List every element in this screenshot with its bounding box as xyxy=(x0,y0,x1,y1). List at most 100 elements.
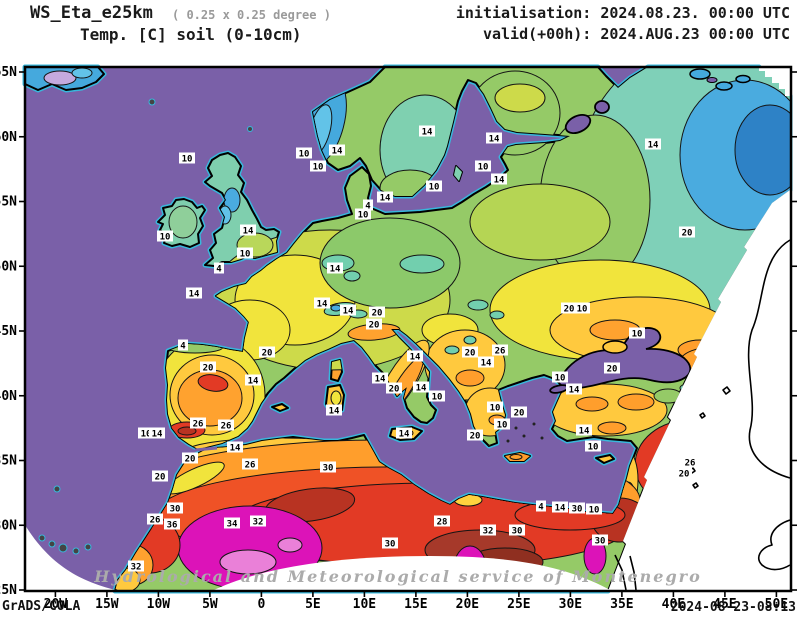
gibraltar-strait xyxy=(194,446,218,452)
contour-label-box xyxy=(426,180,442,192)
contour-label-box xyxy=(218,419,234,431)
contour-label: 28 xyxy=(437,518,448,528)
contour-label-box xyxy=(561,302,577,314)
contour-label-box xyxy=(320,461,336,473)
contour-label-box xyxy=(128,560,144,572)
contour-label-box xyxy=(179,152,195,164)
contour-label-box xyxy=(366,318,382,330)
contour-label-box xyxy=(164,518,180,530)
x-tick-label: 20W xyxy=(44,597,68,612)
contour-label: 32 xyxy=(131,563,142,573)
contour-label: 14 xyxy=(481,359,492,369)
contour-label-box xyxy=(552,501,568,513)
contour-label-box xyxy=(467,429,483,441)
contour-label: 20 xyxy=(185,455,196,465)
madeira xyxy=(53,485,61,493)
inner-seas-layer xyxy=(194,100,692,452)
contour-label: 20 xyxy=(203,364,214,374)
contour-label: 10 xyxy=(432,393,443,403)
contour-label: 10 xyxy=(299,150,310,160)
contour-label: 20 xyxy=(465,349,476,359)
contour-label-box xyxy=(372,372,388,384)
resolution-note: ( 0.25 x 0.25 degree ) xyxy=(172,8,331,22)
y-tick-label: 55N xyxy=(0,195,17,210)
x-tick-label: 30E xyxy=(559,597,582,612)
y-tick-label: 45N xyxy=(0,324,17,339)
contour-label: 4 xyxy=(216,265,222,275)
contour-label-box xyxy=(604,362,620,374)
contour-label-box xyxy=(250,515,266,527)
contour-label: 4 xyxy=(180,342,186,352)
domain-edge-top-right xyxy=(759,67,790,96)
contour-label: 4 xyxy=(538,503,544,513)
contour-label: 10 xyxy=(141,430,152,440)
y-tick-label: 35N xyxy=(0,454,17,469)
contour-label: 10 xyxy=(577,305,588,315)
x-tick-label: 25E xyxy=(507,597,530,612)
plot-frame xyxy=(23,65,793,593)
contour-label: 14 xyxy=(422,128,433,138)
contour-label-box xyxy=(259,346,275,358)
contour-label-box xyxy=(645,138,661,150)
contour-label: 14 xyxy=(343,307,354,317)
y-tick-label: 65N xyxy=(0,65,17,80)
contour-label-box xyxy=(574,302,590,314)
contour-label-box xyxy=(407,350,423,362)
faroe-islands xyxy=(148,98,156,106)
contour-label: 32 xyxy=(483,527,494,537)
contour-label: 26 xyxy=(193,420,204,430)
contour-label-box xyxy=(182,452,198,464)
contour-label: 14 xyxy=(569,386,580,396)
contour-label-box xyxy=(296,147,312,159)
x-tick-label: 50E xyxy=(765,597,788,612)
contour-label: 20 xyxy=(262,349,273,359)
contour-label: 14 xyxy=(579,427,590,437)
model-title: WS_Eta_e25km xyxy=(30,3,153,23)
contour-label: 26 xyxy=(245,461,256,471)
y-tick-label: 25N xyxy=(0,583,17,598)
contour-label: 14 xyxy=(380,194,391,204)
variable-title: Temp. [C] soil (0-10cm) xyxy=(80,25,302,44)
contour-label: 14 xyxy=(494,176,505,186)
contour-label: 34 xyxy=(227,520,238,530)
contour-label-box xyxy=(492,344,508,356)
contour-label: 10 xyxy=(429,183,440,193)
contour-label: 26 xyxy=(495,347,506,357)
contour-label-box xyxy=(494,418,510,430)
contour-label-box xyxy=(237,247,253,259)
contour-label: 20 xyxy=(470,432,481,442)
contour-label: 26 xyxy=(685,459,696,469)
contour-label-box xyxy=(186,287,202,299)
x-tick-label: 5W xyxy=(202,597,218,612)
contour-label: 20 xyxy=(155,473,166,483)
contour-label-box xyxy=(413,381,429,393)
aegean-islands xyxy=(506,422,544,443)
contour-label: 4 xyxy=(365,202,371,212)
contour-label: 20 xyxy=(372,309,383,319)
domain-edge-right xyxy=(608,190,790,591)
y-tick-label: 50N xyxy=(0,259,17,274)
contour-label-box xyxy=(178,339,188,351)
contour-label-box xyxy=(327,262,343,274)
contour-label: 14 xyxy=(243,227,254,237)
contour-label-box xyxy=(340,304,356,316)
x-tick-label: 40E xyxy=(662,597,685,612)
small-islands-layer xyxy=(38,68,751,555)
lake-ladoga xyxy=(564,114,592,134)
contour-label: 10 xyxy=(358,211,369,221)
contour-label: 36 xyxy=(167,521,178,531)
init-time: initialisation: 2024.08.23. 00:00 UTC xyxy=(455,4,790,22)
contour-label-box xyxy=(676,467,692,479)
y-tick-label: 30N xyxy=(0,518,17,533)
contour-label-box xyxy=(586,503,602,515)
x-tick-label: 0 xyxy=(257,597,265,612)
y-tick-label: 40N xyxy=(0,389,17,404)
contour-label-box xyxy=(147,513,163,525)
watermark: Hydrological and Meteorological service … xyxy=(93,567,702,586)
contour-label-box xyxy=(475,160,491,172)
contour-label-box xyxy=(167,502,183,514)
contour-label-box xyxy=(363,199,373,211)
contour-label: 20 xyxy=(682,229,693,239)
canary-islands xyxy=(38,534,92,555)
